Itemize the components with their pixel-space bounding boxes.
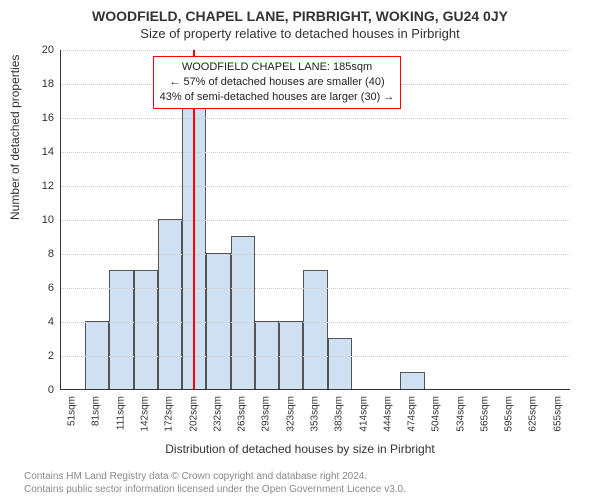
y-tick-label: 2 <box>0 350 54 362</box>
x-tick: 202sqm <box>181 392 205 442</box>
gridline <box>61 186 570 187</box>
bar <box>85 321 109 389</box>
y-tick-label: 14 <box>0 146 54 158</box>
gridline <box>61 118 570 119</box>
x-tick: 232sqm <box>206 392 230 442</box>
x-axis-label: Distribution of detached houses by size … <box>0 442 600 456</box>
plot-area: WOODFIELD CHAPEL LANE: 185sqm← 57% of de… <box>60 50 570 390</box>
y-tick-label: 0 <box>0 384 54 396</box>
annotation-line: 43% of semi-detached houses are larger (… <box>160 90 395 105</box>
footer-line-2: Contains public sector information licen… <box>24 483 592 496</box>
page-subtitle: Size of property relative to detached ho… <box>0 24 600 41</box>
x-tick: 172sqm <box>157 392 181 442</box>
x-tick: 353sqm <box>303 392 327 442</box>
gridline <box>61 356 570 357</box>
y-tick-label: 18 <box>0 78 54 90</box>
gridline <box>61 152 570 153</box>
x-tick: 625sqm <box>521 392 545 442</box>
gridline <box>61 288 570 289</box>
y-tick-label: 20 <box>0 44 54 56</box>
gridline <box>61 50 570 51</box>
y-tick-label: 10 <box>0 214 54 226</box>
y-tick-label: 8 <box>0 248 54 260</box>
x-tick: 323sqm <box>279 392 303 442</box>
x-tick: 414sqm <box>351 392 375 442</box>
bar <box>328 338 352 389</box>
gridline <box>61 254 570 255</box>
footer-attribution: Contains HM Land Registry data © Crown c… <box>24 470 592 496</box>
footer-line-1: Contains HM Land Registry data © Crown c… <box>24 470 592 483</box>
histogram-chart: WOODFIELD CHAPEL LANE: 185sqm← 57% of de… <box>60 50 570 390</box>
annotation-line: WOODFIELD CHAPEL LANE: 185sqm <box>160 60 395 75</box>
y-tick-label: 4 <box>0 316 54 328</box>
x-tick: 655sqm <box>546 392 570 442</box>
x-tick-labels: 51sqm81sqm111sqm142sqm172sqm202sqm232sqm… <box>60 392 570 442</box>
x-tick: 595sqm <box>497 392 521 442</box>
gridline <box>61 322 570 323</box>
x-tick: 51sqm <box>60 392 84 442</box>
x-tick: 383sqm <box>327 392 351 442</box>
x-tick: 293sqm <box>254 392 278 442</box>
x-tick: 444sqm <box>376 392 400 442</box>
annotation-box: WOODFIELD CHAPEL LANE: 185sqm← 57% of de… <box>153 56 402 109</box>
bar <box>255 321 279 389</box>
x-tick: 263sqm <box>230 392 254 442</box>
x-tick: 474sqm <box>400 392 424 442</box>
y-tick-label: 16 <box>0 112 54 124</box>
x-tick: 565sqm <box>473 392 497 442</box>
bar <box>400 372 424 389</box>
annotation-line: ← 57% of detached houses are smaller (40… <box>160 75 395 90</box>
x-tick: 504sqm <box>424 392 448 442</box>
x-tick: 111sqm <box>109 392 133 442</box>
x-tick: 81sqm <box>84 392 108 442</box>
bar <box>231 236 255 389</box>
bar <box>279 321 303 389</box>
bar <box>158 219 182 389</box>
x-tick: 142sqm <box>133 392 157 442</box>
x-tick: 534sqm <box>449 392 473 442</box>
gridline <box>61 220 570 221</box>
page-title: WOODFIELD, CHAPEL LANE, PIRBRIGHT, WOKIN… <box>0 0 600 24</box>
bar <box>206 253 230 389</box>
y-tick-label: 12 <box>0 180 54 192</box>
y-tick-label: 6 <box>0 282 54 294</box>
